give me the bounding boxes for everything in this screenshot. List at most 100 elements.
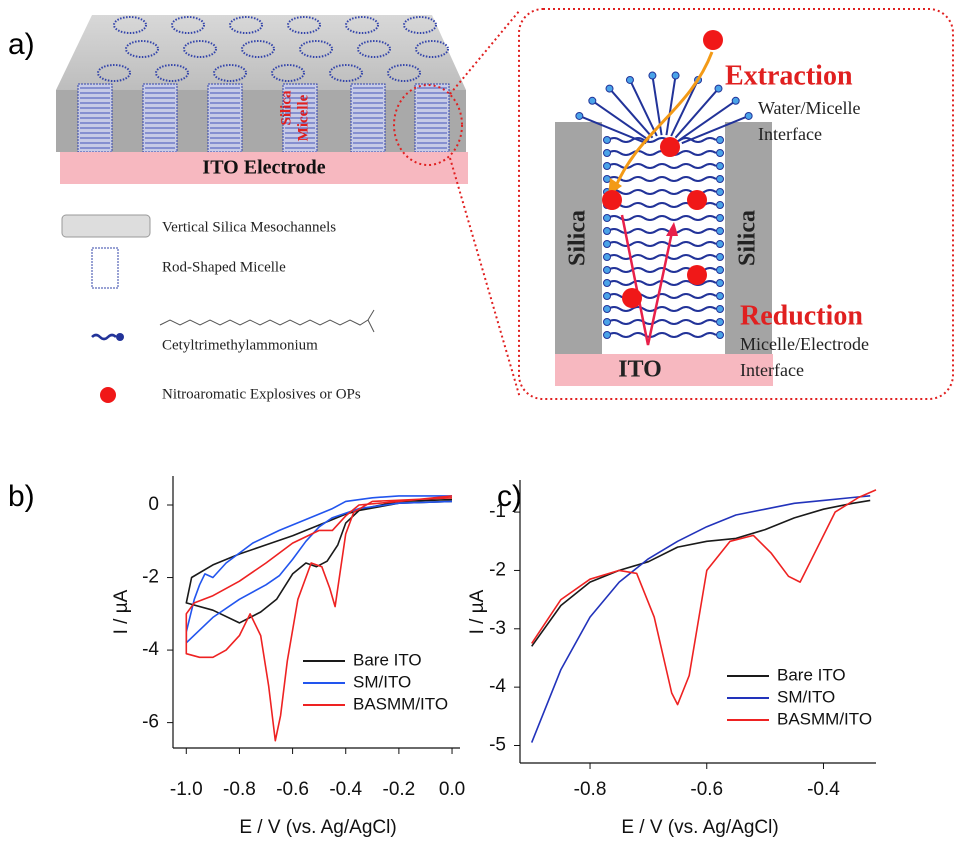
head bbox=[717, 150, 724, 157]
head bbox=[626, 76, 633, 83]
head bbox=[717, 241, 724, 248]
legend-label: Bare ITO bbox=[353, 650, 422, 669]
x-tick-label: -0.8 bbox=[574, 779, 607, 800]
silica-label: Silica bbox=[565, 210, 591, 266]
head bbox=[717, 254, 724, 261]
x-tick-label: -0.4 bbox=[807, 779, 840, 800]
head bbox=[604, 215, 611, 222]
head bbox=[745, 112, 752, 119]
head bbox=[732, 97, 739, 104]
surfactant bbox=[608, 216, 716, 220]
head bbox=[604, 176, 611, 183]
legend-structure bbox=[160, 310, 374, 332]
head bbox=[606, 85, 613, 92]
y-axis-title: I / µA bbox=[111, 589, 132, 634]
interface-label: Water/Micelle bbox=[758, 98, 861, 118]
head bbox=[576, 112, 583, 119]
x-tick-label: -0.6 bbox=[276, 779, 309, 800]
surfactant bbox=[608, 307, 716, 311]
zoom-line bbox=[450, 10, 520, 94]
head bbox=[717, 280, 724, 287]
head bbox=[604, 319, 611, 326]
x-tick-label: -1.0 bbox=[170, 779, 203, 800]
legend-icon-analyte bbox=[100, 387, 116, 403]
head bbox=[604, 241, 611, 248]
series-line bbox=[532, 500, 871, 646]
head bbox=[604, 280, 611, 287]
head bbox=[717, 163, 724, 170]
micelle-label: Micelle bbox=[295, 94, 311, 141]
analyte bbox=[687, 190, 707, 210]
panel-label: b) bbox=[8, 480, 35, 513]
surfactant bbox=[608, 177, 716, 181]
head bbox=[717, 137, 724, 144]
electrode-label: ITO Electrode bbox=[202, 157, 325, 179]
legend-label: Bare ITO bbox=[777, 665, 846, 684]
legend-label: SM/ITO bbox=[353, 672, 411, 691]
y-tick-label: -2 bbox=[142, 567, 159, 588]
y-tick-label: -4 bbox=[489, 676, 506, 697]
analyte bbox=[687, 265, 707, 285]
head bbox=[717, 332, 724, 339]
legend-text: Cetyltrimethylammonium bbox=[162, 337, 318, 353]
y-axis-title: I / µA bbox=[467, 589, 488, 634]
surfactant bbox=[608, 333, 716, 337]
legend-icon-micelle bbox=[92, 248, 118, 288]
silica-label: Silica bbox=[278, 90, 294, 126]
y-tick-label: -4 bbox=[142, 639, 159, 660]
head bbox=[649, 72, 656, 79]
head bbox=[717, 215, 724, 222]
series-line bbox=[186, 500, 452, 623]
head bbox=[604, 228, 611, 235]
analyte bbox=[660, 137, 680, 157]
surfactant bbox=[608, 242, 716, 246]
legend-icon-head bbox=[116, 333, 124, 341]
silica-front bbox=[56, 90, 466, 152]
surfactant bbox=[666, 76, 675, 136]
x-axis-title: E / V (vs. Ag/AgCl) bbox=[239, 817, 396, 838]
y-tick-label: -2 bbox=[489, 559, 506, 580]
y-tick-label: -6 bbox=[142, 712, 159, 733]
head bbox=[604, 150, 611, 157]
head bbox=[604, 254, 611, 261]
y-tick-label: -1 bbox=[489, 501, 506, 522]
head bbox=[604, 293, 611, 300]
x-axis-title: E / V (vs. Ag/AgCl) bbox=[621, 817, 778, 838]
series-line bbox=[186, 496, 452, 643]
ito-label: ITO bbox=[618, 357, 662, 383]
interface-label: Interface bbox=[758, 124, 822, 144]
legend-text: Rod-Shaped Micelle bbox=[162, 259, 286, 275]
silica-label: Silica bbox=[735, 210, 761, 266]
x-tick-label: -0.2 bbox=[383, 779, 416, 800]
interface-label: Interface bbox=[740, 360, 804, 380]
legend-label: BASMM/ITO bbox=[353, 694, 448, 713]
legend-label: SM/ITO bbox=[777, 687, 835, 706]
extraction-label: Extraction bbox=[725, 60, 853, 91]
legend-label: BASMM/ITO bbox=[777, 709, 872, 728]
reduction-arrow bbox=[622, 215, 672, 345]
legend-text: Nitroaromatic Explosives or OPs bbox=[162, 386, 361, 402]
legend-icon-surfactant bbox=[92, 335, 116, 339]
x-tick-label: -0.6 bbox=[690, 779, 723, 800]
head bbox=[604, 332, 611, 339]
surfactant bbox=[608, 320, 716, 324]
analyte bbox=[622, 288, 642, 308]
analyte bbox=[602, 190, 622, 210]
surfactant bbox=[608, 255, 716, 259]
x-tick-label: -0.8 bbox=[223, 779, 256, 800]
head bbox=[604, 267, 611, 274]
head bbox=[604, 306, 611, 313]
head bbox=[717, 306, 724, 313]
head bbox=[717, 189, 724, 196]
head bbox=[715, 85, 722, 92]
panel-label: a) bbox=[8, 28, 35, 61]
figure: a) ITO Electrode Silica Micelle Vertical… bbox=[0, 0, 956, 845]
legend-icon-silica bbox=[62, 215, 150, 237]
head bbox=[672, 72, 679, 79]
y-tick-label: 0 bbox=[148, 494, 159, 515]
head bbox=[717, 319, 724, 326]
head bbox=[717, 228, 724, 235]
y-tick-label: -5 bbox=[489, 735, 506, 756]
x-tick-label: -0.4 bbox=[329, 779, 362, 800]
reduction-label: Reduction bbox=[740, 300, 863, 331]
